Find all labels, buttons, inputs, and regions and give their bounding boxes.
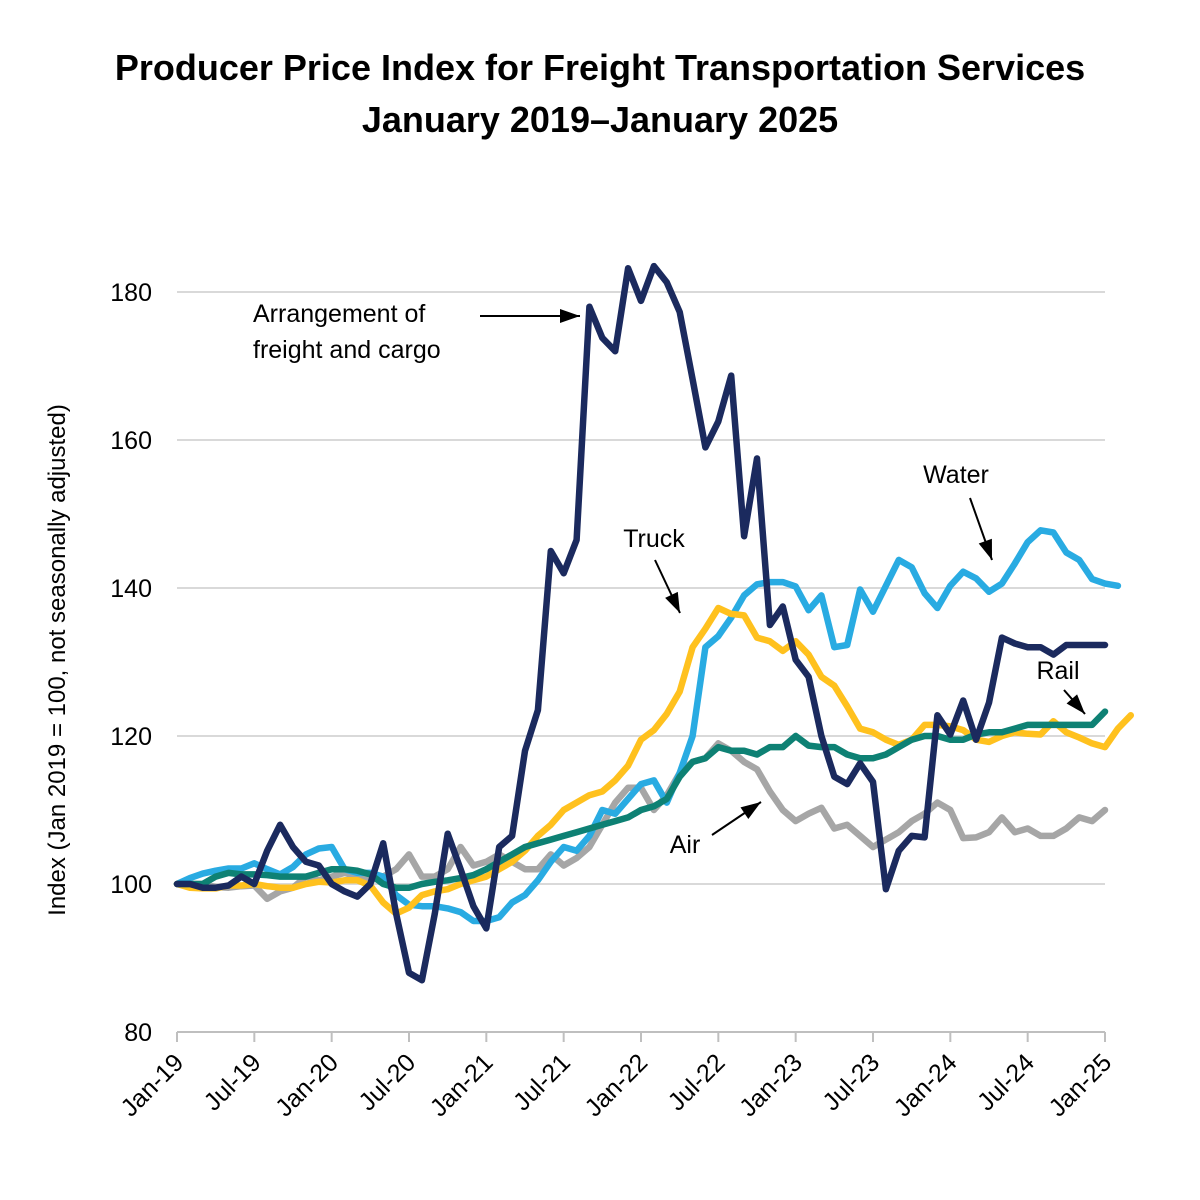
series-lines bbox=[173, 262, 1135, 984]
x-tick-label: Jan-24 bbox=[889, 1048, 963, 1122]
series-line-arrangement bbox=[173, 262, 1109, 984]
x-tick-label: Jan-21 bbox=[425, 1048, 499, 1122]
x-tick-label: Jul-24 bbox=[972, 1048, 1040, 1116]
y-tick-label: 100 bbox=[110, 871, 152, 899]
annotation-water: Water bbox=[923, 461, 989, 489]
y-tick-label: 120 bbox=[110, 723, 152, 751]
x-tick-label: Jul-23 bbox=[817, 1048, 885, 1116]
annotation-arrangement-line1: Arrangement of bbox=[253, 300, 425, 328]
annotations: Arrangement of freight and cargo Water Truc… bbox=[253, 300, 1086, 859]
chart-title: Producer Price Index for Freight Transpo… bbox=[114, 47, 1086, 88]
y-tick-label: 160 bbox=[110, 427, 152, 455]
annotation-air-arrow-head bbox=[740, 802, 761, 819]
y-tick-label: 80 bbox=[124, 1019, 152, 1047]
series-line-water bbox=[173, 527, 1122, 925]
series-line-rail bbox=[173, 708, 1109, 891]
x-tick-label: Jul-20 bbox=[353, 1048, 421, 1116]
annotation-truck-arrow-head bbox=[665, 591, 680, 613]
x-tick-label: Jan-22 bbox=[579, 1048, 653, 1122]
y-tick-label: 140 bbox=[110, 575, 152, 603]
x-tick-label: Jan-25 bbox=[1043, 1048, 1117, 1122]
gridlines bbox=[177, 291, 1105, 885]
chart-subtitle: January 2019–January 2025 bbox=[361, 99, 839, 140]
x-tick-label: Jan-20 bbox=[270, 1048, 344, 1122]
x-tick-label: Jul-19 bbox=[199, 1048, 267, 1116]
y-tick-label: 180 bbox=[110, 279, 152, 307]
x-tick-label: Jan-19 bbox=[115, 1048, 189, 1122]
annotation-air: Air bbox=[670, 831, 701, 859]
x-tick-label: Jul-21 bbox=[508, 1048, 576, 1116]
annotation-arrangement-line2: freight and cargo bbox=[253, 336, 441, 364]
x-tick-label: Jul-22 bbox=[663, 1048, 731, 1116]
annotation-truck: Truck bbox=[623, 525, 685, 553]
annotation-rail-arrow-head bbox=[1066, 694, 1085, 714]
annotation-arrangement-arrow-head bbox=[560, 309, 580, 323]
x-tick-label: Jan-23 bbox=[734, 1048, 808, 1122]
annotation-water-arrow-head bbox=[978, 538, 992, 560]
annotation-rail: Rail bbox=[1036, 657, 1079, 685]
y-axis-label: Index (Jan 2019 = 100, not seasonally ad… bbox=[44, 404, 71, 916]
